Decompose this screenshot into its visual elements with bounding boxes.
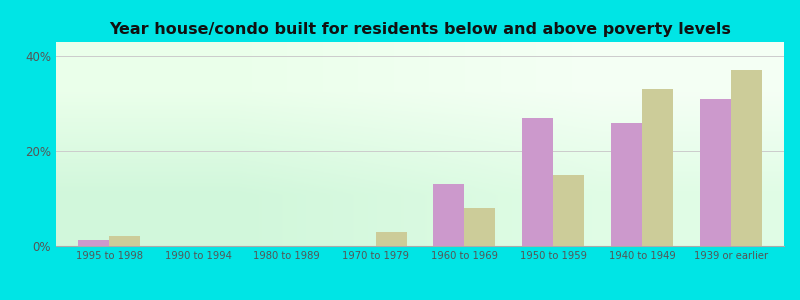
Bar bbox=[553, 175, 584, 246]
Title: Year house/condo built for residents below and above poverty levels: Year house/condo built for residents bel… bbox=[109, 22, 731, 37]
Bar bbox=[700, 99, 730, 246]
Bar bbox=[730, 70, 762, 246]
Legend: Owners below poverty level, Owners above poverty level: Owners below poverty level, Owners above… bbox=[213, 298, 627, 300]
Bar bbox=[434, 184, 464, 246]
Bar bbox=[642, 89, 673, 246]
Bar bbox=[464, 208, 495, 246]
Bar bbox=[110, 236, 140, 246]
Bar bbox=[78, 240, 110, 246]
Bar bbox=[376, 232, 406, 246]
Bar bbox=[611, 123, 642, 246]
Bar bbox=[522, 118, 553, 246]
